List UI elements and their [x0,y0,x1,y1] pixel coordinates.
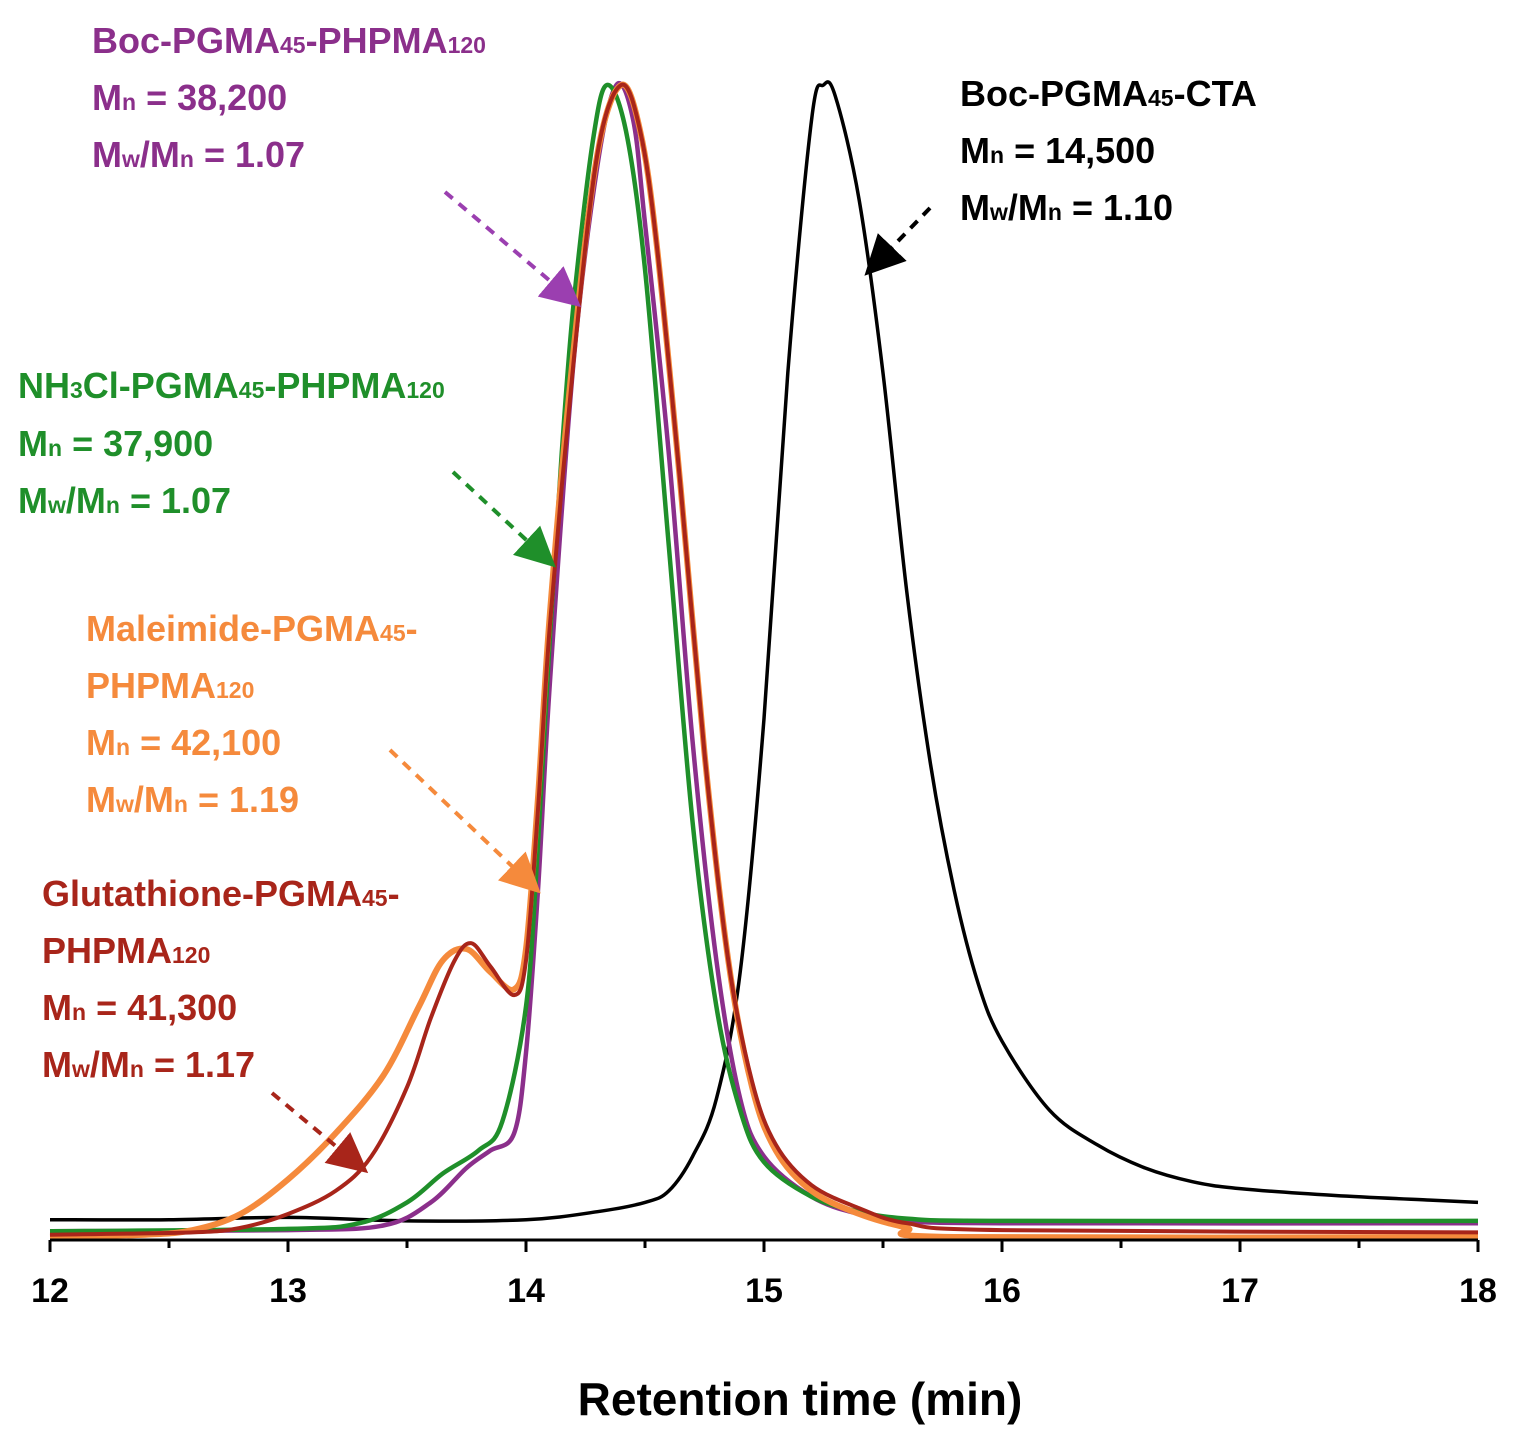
label-glutathione-block-pdi: 1.17 [185,1044,255,1085]
svg-text:Mw/Mn = 1.19: Mw/Mn = 1.19 [86,779,299,820]
svg-text:Maleimide-PGMA45-: Maleimide-PGMA45- [86,608,418,649]
label-maleimide-block-name: Maleimide-PGMA [86,608,380,649]
x-tick-label: 16 [983,1272,1021,1310]
svg-text:Mn = 38,200: Mn = 38,200 [92,77,287,118]
label-maleimide-block: Maleimide-PGMA45- PHPMA120 Mn = 42,100 M… [86,608,418,820]
x-ticks: 12 13 14 15 16 17 18 [31,1240,1497,1310]
series-line-maleimide-block [49,81,1479,1241]
pointer-arrows [270,190,932,1174]
series-line-boc-block [49,81,1479,1234]
svg-text:Boc-PGMA45-CTA: Boc-PGMA45-CTA [960,73,1257,114]
svg-text:Mw/Mn = 1.10: Mw/Mn = 1.10 [960,187,1173,228]
label-boc-block-pdi: 1.07 [235,134,305,175]
x-tick-label: 17 [1221,1272,1259,1310]
series-line-glutathione-block [49,82,1479,1237]
x-axis: 12 13 14 15 16 17 18 [31,1238,1497,1310]
label-maleimide-block-mn: 42,100 [171,722,281,763]
arrow-boc-cta [864,206,932,276]
label-glutathione-block-name: Glutathione-PGMA [42,873,362,914]
svg-text:Mn = 42,100: Mn = 42,100 [86,722,281,763]
label-nh3cl-block-pdi: 1.07 [161,480,231,521]
svg-text:PHPMA120: PHPMA120 [86,665,254,706]
series-line-nh3cl-block [49,82,1479,1234]
arrow-maleimide-block [388,748,541,894]
svg-text:Mn = 14,500: Mn = 14,500 [960,130,1155,171]
label-boc-block-mn: 38,200 [177,77,287,118]
x-tick-label: 18 [1459,1272,1497,1310]
svg-text:Mn = 37,900: Mn = 37,900 [18,423,213,464]
label-boc-block-name: Boc-PGMA [92,20,280,61]
label-boc-block: Boc-PGMA45-PHPMA120 Mn = 38,200 Mw/Mn = … [92,20,486,175]
svg-text:Mw/Mn = 1.07: Mw/Mn = 1.07 [18,480,231,521]
x-tick-label: 12 [31,1272,69,1310]
series-layer [49,80,1479,1241]
arrow-nh3cl-block [451,470,556,568]
label-nh3cl-block-name: NH [18,365,70,406]
x-tick-label: 14 [507,1272,545,1310]
svg-text:Mw/Mn = 1.17: Mw/Mn = 1.17 [42,1044,255,1085]
label-boc-cta-name: Boc-PGMA [960,73,1148,114]
label-nh3cl-block-mn: 37,900 [103,423,213,464]
x-tick-label: 13 [269,1272,307,1310]
label-glutathione-block-mn: 41,300 [127,987,237,1028]
label-boc-cta-mn: 14,500 [1045,130,1155,171]
x-tick-label: 15 [745,1272,783,1310]
svg-text:NH3Cl-PGMA45-PHPMA120: NH3Cl-PGMA45-PHPMA120 [18,365,445,406]
label-boc-cta: Boc-PGMA45-CTA Mn = 14,500 Mw/Mn = 1.10 [960,73,1257,228]
svg-text:Mn = 41,300: Mn = 41,300 [42,987,237,1028]
svg-text:Mw/Mn = 1.07: Mw/Mn = 1.07 [92,134,305,175]
x-axis-title: Retention time (min) [578,1373,1023,1425]
label-nh3cl-block: NH3Cl-PGMA45-PHPMA120 Mn = 37,900 Mw/Mn … [18,365,445,521]
svg-text:Glutathione-PGMA45-: Glutathione-PGMA45- [42,873,400,914]
label-maleimide-block-pdi: 1.19 [229,779,299,820]
label-boc-cta-pdi: 1.10 [1103,187,1173,228]
arrow-boc-block [443,190,582,308]
series-line-boc-cta [49,80,1479,1223]
svg-text:PHPMA120: PHPMA120 [42,930,210,971]
arrow-glutathione-block [270,1091,369,1174]
svg-text:Boc-PGMA45-PHPMA120: Boc-PGMA45-PHPMA120 [92,20,486,61]
label-glutathione-block: Glutathione-PGMA45- PHPMA120 Mn = 41,300… [42,873,400,1085]
